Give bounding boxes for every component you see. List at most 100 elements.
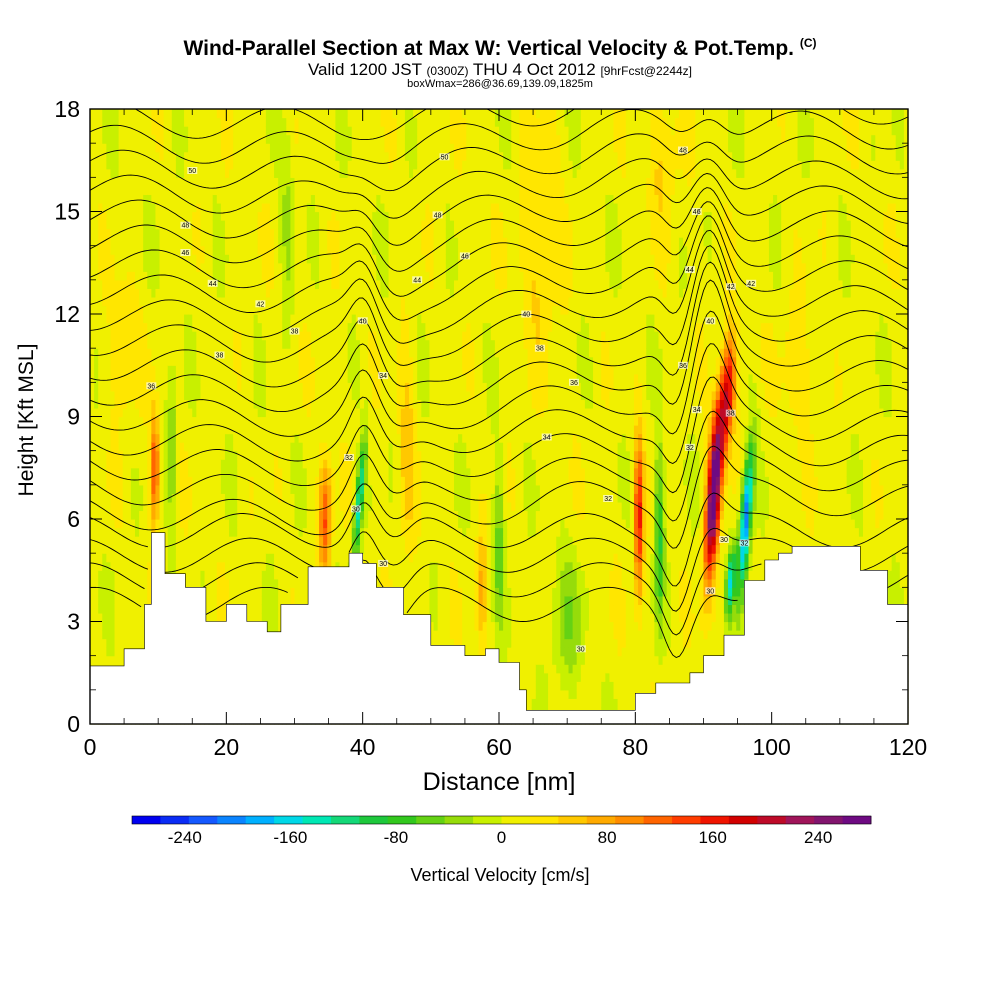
- contour-label-bg: [603, 495, 614, 502]
- contour-label-bg: [214, 351, 225, 359]
- y-tick-label: 6: [67, 506, 80, 532]
- contour-label: 38: [727, 411, 735, 418]
- contour-label-bg: [357, 317, 368, 325]
- contour-label: 48: [679, 148, 687, 155]
- contour-label: 46: [182, 250, 190, 257]
- colorbar-tick-label: 240: [804, 828, 832, 847]
- y-tick-label: 18: [54, 96, 80, 122]
- contour-label: 32: [604, 496, 612, 503]
- colorbar-label: Vertical Velocity [cm/s]: [410, 865, 589, 885]
- contour-label-bg: [289, 327, 300, 335]
- contour-label: 36: [147, 383, 155, 390]
- theta-contour-line: [90, 215, 908, 321]
- colorbar-swatch: [217, 816, 247, 824]
- contour-labels: 36 38 38 40 42 44 46 48 50 50 48 46 44 40 38 36 34 32 30 34…: [146, 146, 757, 653]
- colorbar-swatch: [132, 816, 161, 824]
- colorbar-tick-label: 160: [698, 828, 726, 847]
- contour-label-bg: [575, 645, 586, 653]
- chart-subtitle-box-wmax: boxWmax=286@36.69,139.09,1825m: [407, 78, 593, 90]
- x-tick-label: 60: [486, 734, 512, 760]
- theta-contour-line: [90, 410, 908, 522]
- theta-contour-line: [90, 343, 908, 465]
- contour-label-bg: [725, 409, 736, 417]
- contour-label-bg: [521, 310, 532, 318]
- contour-label-bg: [746, 279, 757, 287]
- colorbar-swatch: [757, 816, 787, 824]
- contour-label: 40: [522, 312, 530, 319]
- x-axis-label: Distance [nm]: [423, 768, 576, 796]
- colorbar-swatch: [615, 816, 645, 824]
- x-tick-label: 120: [889, 734, 927, 760]
- contour-label-bg: [569, 378, 579, 386]
- contour-label: 32: [741, 540, 749, 547]
- x-tick-label: 100: [752, 734, 790, 760]
- contour-label: 34: [379, 373, 387, 380]
- contour-label-bg: [534, 344, 545, 352]
- terrain: [89, 532, 909, 725]
- contour-label: 36: [679, 363, 687, 370]
- colorbar-swatch: [416, 816, 446, 824]
- contour-label: 50: [441, 154, 449, 161]
- theta-contour-line: [90, 586, 908, 659]
- theta-contour-line: [90, 173, 908, 246]
- colorbar-swatch: [444, 816, 474, 824]
- colorbar-swatch: [274, 816, 303, 824]
- contour-label-bg: [705, 317, 716, 325]
- colorbar-frame: [131, 815, 872, 825]
- contour-label-bg: [684, 443, 695, 451]
- contour-label-bg: [344, 454, 354, 461]
- colorbar-swatch: [643, 816, 673, 824]
- subtitle-valid: Valid 1200 JST: [307, 60, 422, 79]
- contour-label: 30: [379, 561, 387, 568]
- contour-label: 30: [577, 646, 585, 653]
- theta-contour-line: [90, 245, 908, 366]
- contour-label-bg: [691, 208, 702, 215]
- x-tick-label: 80: [623, 734, 649, 760]
- theta-contour-line: [90, 376, 908, 494]
- colorbar-tick-label: -80: [384, 828, 409, 847]
- contour-label-bg: [719, 536, 729, 543]
- colorbar-swatch: [700, 816, 730, 824]
- colorbar-swatch: [728, 816, 758, 824]
- contour-label-bg: [378, 372, 389, 379]
- theta-contour-line: [90, 445, 908, 549]
- contour-label: 50: [188, 168, 196, 175]
- theta-contour-line: [90, 229, 908, 344]
- y-tick-label: 9: [67, 404, 80, 430]
- contour-label-bg: [691, 406, 702, 414]
- x-tick-label: 0: [84, 734, 97, 760]
- contour-label: 48: [434, 212, 442, 219]
- contour-label: 34: [693, 407, 701, 414]
- y-tick-label: 12: [54, 301, 80, 327]
- theta-contour-line: [90, 527, 908, 612]
- chart-title: Wind-Parallel Section at Max W: Vertical…: [183, 36, 817, 60]
- subtitle-utc: (0300Z): [426, 64, 469, 78]
- subtitle-forecast: [9hrFcst@2244z]: [600, 64, 693, 78]
- contour-label: 30: [706, 588, 714, 595]
- contour-label-bg: [459, 252, 470, 260]
- colorbar-tick-label: 80: [598, 828, 617, 847]
- x-tick-label: 40: [350, 734, 376, 760]
- contour-label: 44: [413, 277, 421, 284]
- theta-contour-line: [90, 559, 908, 636]
- contour-label-bg: [378, 559, 389, 567]
- contour-label-bg: [725, 283, 736, 291]
- colorbar-swatch: [359, 816, 389, 824]
- colorbar-swatch: [473, 816, 502, 824]
- y-axis-label: Height [Kft MSL]: [15, 344, 38, 497]
- contour-label: 44: [209, 281, 217, 288]
- contour-label-bg: [187, 167, 198, 174]
- contour-label: 38: [536, 346, 544, 353]
- contour-label-bg: [432, 211, 443, 219]
- colorbar-swatch: [245, 816, 275, 824]
- contour-label-bg: [541, 433, 552, 441]
- contour-label: 38: [291, 329, 299, 336]
- contour-label: 40: [359, 318, 367, 325]
- contour-label-bg: [180, 249, 191, 256]
- contour-label-bg: [412, 276, 423, 284]
- theta-contour-line: [90, 310, 908, 437]
- theta-contour-line: [90, 187, 908, 272]
- colorbar-swatch: [814, 816, 843, 824]
